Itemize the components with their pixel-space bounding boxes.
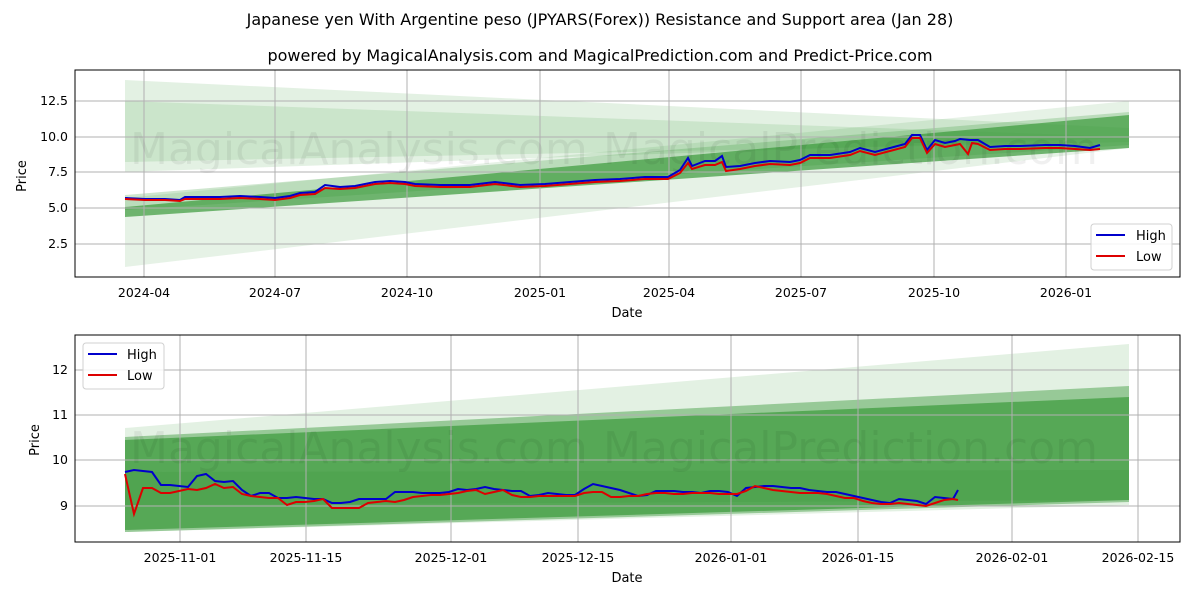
legend-low-label: Low [127, 369, 153, 384]
bottom-x-axis-label: Date [611, 571, 642, 586]
bottom-high-line [124, 468, 959, 506]
watermark-magicalanalysis: MagicalAnalysis.com [130, 124, 588, 175]
top-y-ticks: 12.5 10.0 7.5 5.0 2.5 [40, 93, 68, 251]
band-inner-dark [125, 470, 1129, 505]
watermark-magicalprediction: MagicalPrediction.com [603, 423, 1098, 474]
bottom-y-tick: 11 [52, 407, 68, 422]
chart-title: Japanese yen With Argentine peso (JPYARS… [246, 10, 954, 29]
top-x-tick: 2026-01 [1040, 285, 1092, 300]
top-y-tick: 12.5 [40, 93, 68, 108]
bottom-y-tick: 10 [52, 452, 68, 467]
top-x-axis-label: Date [611, 306, 642, 321]
top-x-ticks: 2024-04 2024-07 2024-10 2025-01 2025-04 … [118, 285, 1092, 300]
top-legend: High Low [1090, 223, 1173, 271]
bottom-x-tick: 2025-11-01 [144, 550, 217, 565]
top-chart-grid [75, 70, 1180, 277]
legend-low-label: Low [1136, 250, 1162, 265]
top-x-tick: 2024-07 [249, 285, 301, 300]
top-low-line [124, 137, 1101, 203]
watermark-magicalanalysis: MagicalAnalysis.com [130, 423, 588, 474]
band-core-channel [125, 115, 1129, 217]
bottom-y-axis-label: Price [28, 424, 43, 456]
bottom-chart-bands [125, 344, 1129, 532]
bottom-y-ticks: 12 11 10 9 [52, 362, 68, 513]
top-x-tick: 2025-10 [908, 285, 960, 300]
top-x-tick: 2025-01 [514, 285, 566, 300]
legend-high-label: High [1136, 229, 1166, 244]
top-x-tick: 2024-04 [118, 285, 170, 300]
bottom-x-tick: 2026-02-15 [1102, 550, 1175, 565]
legend-high-label: High [127, 348, 157, 363]
top-y-axis-label: Price [15, 160, 30, 192]
band-outer-resistance [125, 80, 1129, 172]
chart-subtitle: powered by MagicalAnalysis.com and Magic… [267, 46, 933, 65]
top-x-tick: 2025-07 [775, 285, 827, 300]
bottom-x-tick: 2026-01-01 [695, 550, 768, 565]
bottom-y-tick: 12 [52, 362, 68, 377]
top-x-tick: 2024-10 [381, 285, 433, 300]
top-y-tick: 2.5 [48, 236, 68, 251]
top-chart-frame [74, 69, 1181, 278]
top-chart: MagicalAnalysis.com MagicalPrediction.co… [15, 69, 1181, 321]
bottom-x-tick: 2026-02-01 [976, 550, 1049, 565]
bottom-chart-grid [75, 335, 1180, 542]
bottom-x-tick: 2026-01-15 [822, 550, 895, 565]
bottom-x-tick: 2025-12-15 [542, 550, 615, 565]
bottom-x-tick: 2025-12-01 [415, 550, 488, 565]
top-y-tick: 10.0 [40, 129, 68, 144]
bottom-legend: High Low [82, 342, 165, 390]
top-y-tick: 5.0 [48, 200, 68, 215]
bottom-chart: MagicalAnalysis.com MagicalPrediction.co… [28, 334, 1181, 586]
top-chart-bands [125, 80, 1129, 267]
bottom-x-ticks: 2025-11-01 2025-11-15 2025-12-01 2025-12… [144, 550, 1175, 565]
bottom-x-tick: 2025-11-15 [270, 550, 343, 565]
top-x-tick: 2025-04 [643, 285, 695, 300]
bottom-chart-frame [74, 334, 1181, 543]
bottom-y-tick: 9 [60, 498, 68, 513]
bottom-low-line [124, 473, 959, 518]
top-high-line [124, 134, 1101, 202]
band-core [125, 397, 1129, 530]
top-y-tick: 7.5 [48, 164, 68, 179]
